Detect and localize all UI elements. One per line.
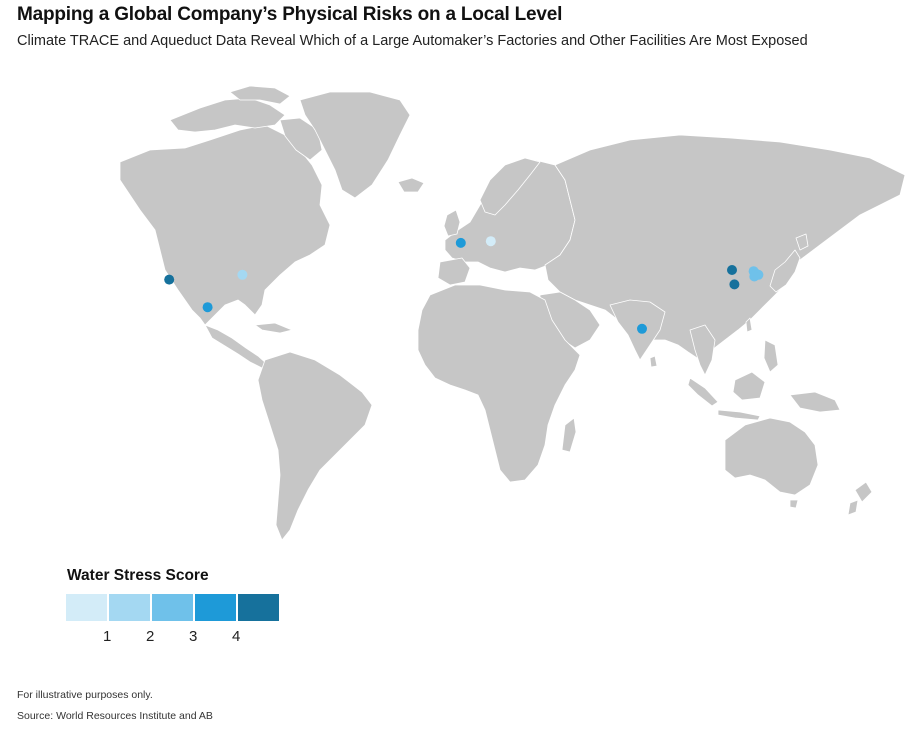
land-africa [417,284,581,483]
facility-marker[interactable] [202,302,213,313]
legend-swatch-4 [195,594,236,621]
land-scandinavia [479,157,541,216]
facility-marker[interactable] [729,279,740,290]
facility-marker[interactable] [455,237,466,248]
facility-marker[interactable] [237,269,248,280]
land-hokkaido [795,233,809,251]
land-cuba [254,322,293,334]
land-greenland [299,91,411,199]
land-iceland [397,177,425,193]
land-madagascar [561,417,577,453]
page-title: Mapping a Global Company’s Physical Risk… [17,4,563,25]
legend-scale [66,594,281,621]
facility-marker[interactable] [727,265,737,275]
legend-label: 3 [189,628,198,645]
legend-labels: 1 2 3 4 [66,628,286,648]
land-masses [119,85,906,541]
legend-label: 4 [232,628,241,645]
legend-title: Water Stress Score [67,567,209,584]
footnote: For illustrative purposes only. [17,689,153,701]
land-north-america [119,124,331,326]
land-new-guinea [789,391,841,413]
land-canadian-arctic [169,97,286,133]
facility-marker[interactable] [164,274,175,285]
land-iberia [437,257,471,286]
world-map [119,85,906,541]
legend-swatch-5 [238,594,279,621]
land-taiwan [745,317,753,333]
legend-swatch-2 [109,594,150,621]
facility-marker[interactable] [749,271,760,282]
legend-label: 1 [103,628,112,645]
legend-label: 2 [146,628,155,645]
land-baffin [279,117,323,161]
land-philippines [763,339,779,373]
land-new-zealand-south [847,499,859,516]
source-note: Source: World Resources Institute and AB [17,710,213,722]
land-sri-lanka [649,355,658,368]
facility-marker[interactable] [485,236,496,247]
land-britain [443,209,461,237]
land-south-america [257,351,373,541]
land-borneo [732,371,766,401]
land-japan [769,249,801,293]
land-central-america [204,324,269,369]
land-java [717,409,761,421]
facility-marker[interactable] [637,323,647,334]
land-indochina [689,324,716,376]
land-arctic-islands [229,85,291,105]
facility-markers [164,236,764,334]
land-tasmania [789,499,799,509]
page-subtitle: Climate TRACE and Aqueduct Data Reveal W… [17,33,808,49]
legend-swatch-3 [152,594,193,621]
legend-swatch-1 [66,594,107,621]
land-new-zealand [854,481,873,503]
land-sumatra [687,377,719,407]
land-australia [724,417,819,496]
